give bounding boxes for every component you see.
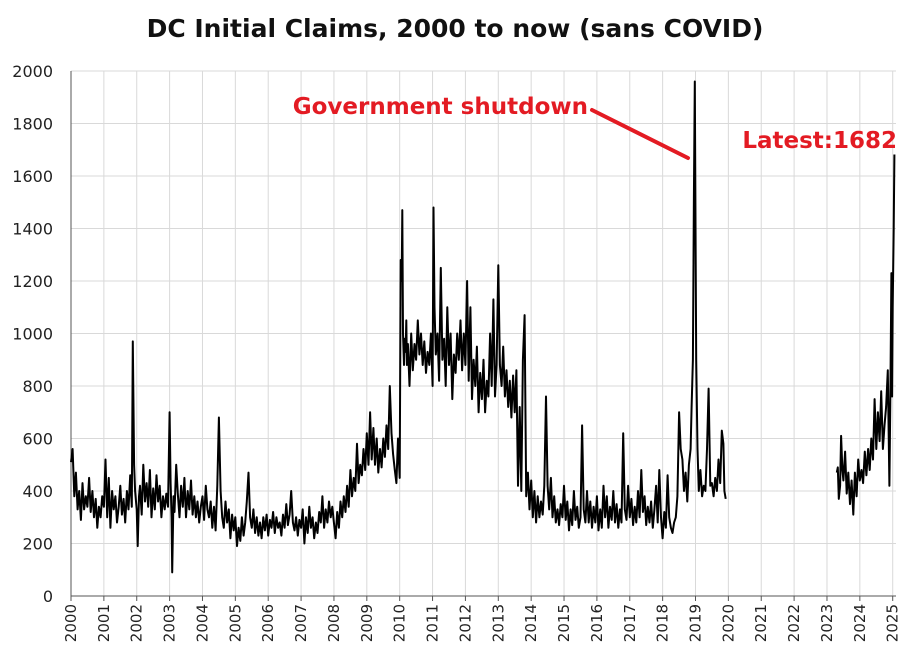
x-tick-label: 2013 [489, 604, 507, 642]
x-tick-label: 2020 [719, 604, 737, 642]
annotation-latest: Latest:1682 [742, 128, 897, 154]
annotation-government-shutdown: Government shutdown [293, 94, 588, 120]
y-tick-label: 1800 [12, 115, 53, 134]
annotations: Government shutdown Latest:1682 [293, 94, 897, 160]
y-tick-label: 400 [22, 482, 53, 501]
x-tick-label: 2005 [226, 604, 244, 642]
x-tick-label: 2022 [785, 604, 803, 642]
x-tick-label: 2003 [161, 604, 179, 642]
y-tick-label: 1400 [12, 220, 53, 239]
x-tick-label: 2000 [62, 604, 80, 642]
x-tick-label: 2011 [424, 604, 442, 642]
x-tick-label: 2006 [259, 604, 277, 642]
x-tick-label: 2007 [292, 604, 310, 642]
y-tick-label: 1200 [12, 272, 53, 291]
x-tick-label: 2019 [687, 604, 705, 642]
x-tick-label: 2017 [621, 604, 639, 642]
x-tick-label: 2010 [391, 604, 409, 642]
x-tick-label: 2024 [851, 604, 869, 642]
y-tick-label: 1000 [12, 325, 53, 344]
chart-title: DC Initial Claims, 2000 to now (sans COV… [146, 14, 764, 43]
x-tick-label: 2014 [522, 604, 540, 642]
x-tick-label: 2009 [358, 604, 376, 642]
x-tick-label: 2001 [95, 604, 113, 642]
x-tick-label: 2008 [325, 604, 343, 642]
y-tick-label: 600 [22, 430, 53, 449]
y-tick-label: 0 [43, 587, 53, 606]
x-tick-label: 2021 [752, 604, 770, 642]
x-tick-label: 2023 [818, 604, 836, 642]
x-tick-label: 2018 [654, 604, 672, 642]
x-tick-label: 2016 [588, 604, 606, 642]
series-line-segment [70, 80, 727, 574]
series-lines [70, 80, 896, 574]
y-tick-label: 1600 [12, 167, 53, 186]
y-tick-label: 2000 [12, 62, 53, 81]
y-tick-label: 800 [22, 377, 53, 396]
x-tick-label: 2002 [128, 604, 146, 642]
axes [70, 71, 896, 601]
annotation-pointer-line [590, 108, 690, 160]
y-tick-label: 200 [22, 535, 53, 554]
x-tick-label: 2025 [884, 604, 902, 642]
x-tick-label: 2015 [555, 604, 573, 642]
series-line-segment [835, 154, 896, 516]
x-tick-label: 2012 [456, 604, 474, 642]
y-tick-labels: 0 200 400 600 800 1000 1200 1400 1600 1800 2000 [12, 62, 53, 606]
x-tick-labels: 2000 2001 2002 2003 2004 2005 2006 2007 2008 2009… [62, 604, 902, 642]
x-tick-label: 2004 [193, 604, 211, 642]
